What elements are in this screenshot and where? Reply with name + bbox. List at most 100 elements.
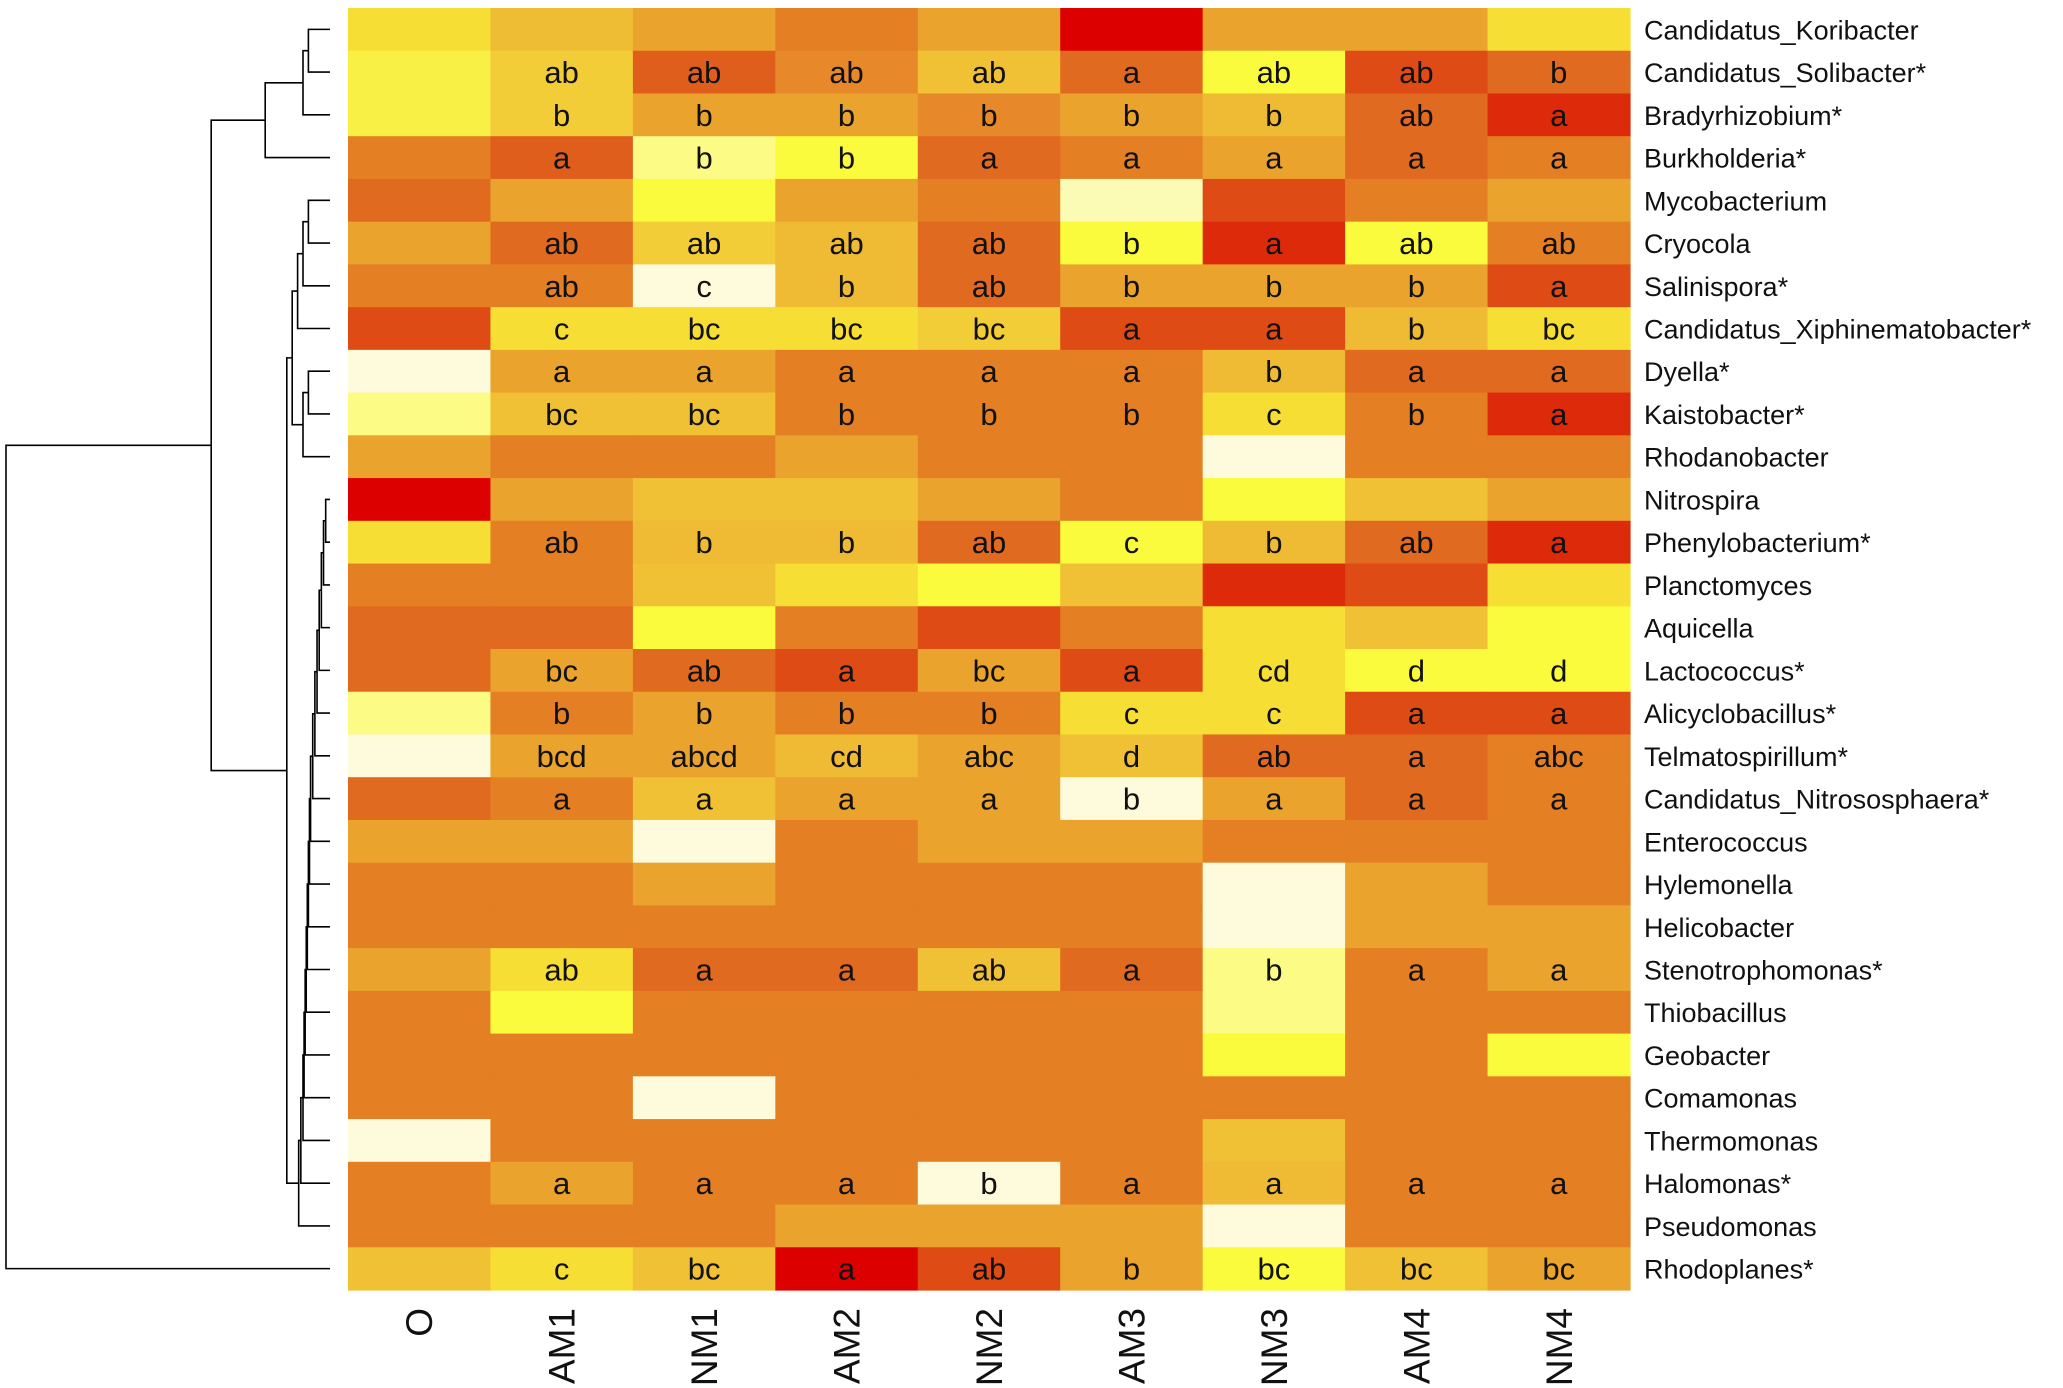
heatmap-cell <box>490 563 634 607</box>
heatmap-cell <box>632 862 776 906</box>
heatmap-cell <box>775 948 919 992</box>
heatmap-cell <box>1487 948 1631 992</box>
row-label: Kaistobacter* <box>1644 400 1805 430</box>
heatmap-cell <box>917 221 1061 265</box>
heatmap-cell <box>490 990 634 1035</box>
significance-letter: bc <box>545 653 578 688</box>
heatmap-cell <box>1345 563 1489 607</box>
heatmap-cell <box>1345 948 1489 992</box>
heatmap-cell <box>1202 435 1346 479</box>
significance-letter: ab <box>972 226 1006 261</box>
heatmap-cell <box>632 649 776 693</box>
heatmap-cell <box>775 777 919 821</box>
heatmap-cell <box>1345 93 1489 137</box>
heatmap-cell <box>348 178 492 223</box>
significance-letter: a <box>1408 953 1426 988</box>
heatmap-cell <box>1202 1247 1346 1291</box>
significance-letter: a <box>1408 354 1426 389</box>
significance-letter: ab <box>1399 55 1433 90</box>
significance-letter: a <box>1408 1166 1426 1201</box>
heatmap-cell <box>775 520 919 565</box>
significance-letter: c <box>1266 397 1282 432</box>
significance-letter: ab <box>687 653 721 688</box>
heatmap-cell <box>348 734 492 778</box>
heatmap-cell <box>775 349 919 394</box>
heatmap-cell <box>1202 93 1346 137</box>
significance-letter: a <box>695 354 713 389</box>
significance-letter: b <box>1123 269 1140 304</box>
significance-letter: cd <box>1258 653 1291 688</box>
column-label: O <box>399 1308 440 1337</box>
significance-letter: b <box>980 696 997 731</box>
heatmap-cell <box>1345 178 1489 223</box>
heatmap-cell <box>490 734 634 778</box>
heatmap-cell <box>775 93 919 137</box>
heatmap-cell <box>348 221 492 265</box>
significance-letter: bc <box>973 653 1006 688</box>
heatmap-cell <box>632 990 776 1035</box>
heatmap-cell <box>632 307 776 351</box>
heatmap-cell <box>1060 136 1204 180</box>
heatmap-cell <box>348 478 492 522</box>
row-label: Nitrospira <box>1644 485 1761 515</box>
significance-letter: a <box>1265 312 1283 347</box>
significance-letter: b <box>1265 354 1282 389</box>
heatmap-cell <box>1487 1161 1631 1206</box>
row-label: Geobacter <box>1644 1041 1770 1071</box>
heatmap-cell <box>775 1119 919 1163</box>
row-label: Candidatus_Koribacter <box>1644 15 1919 45</box>
row-labels: Candidatus_Koribacter Candidatus_Solibact… <box>1644 15 2032 1284</box>
heatmap-cell <box>1060 563 1204 607</box>
heatmap-cell <box>1345 1161 1489 1206</box>
significance-letter: b <box>1123 397 1140 432</box>
heatmap-cell <box>348 8 492 52</box>
significance-letter: a <box>838 953 856 988</box>
significance-letter: ab <box>829 55 863 90</box>
heatmap-cell <box>490 1119 634 1163</box>
heatmap-cell <box>917 307 1061 351</box>
row-label: Hylemonella <box>1644 870 1794 900</box>
heatmap-cell <box>348 50 492 95</box>
significance-letter: a <box>980 354 998 389</box>
significance-letter: ab <box>687 226 721 261</box>
heatmap-cell <box>775 649 919 693</box>
heatmap-cell <box>348 392 492 436</box>
heatmap-cell <box>775 990 919 1035</box>
heatmap-cell <box>1202 905 1346 949</box>
heatmap-cell <box>917 819 1061 864</box>
significance-letter: ab <box>544 953 578 988</box>
row-label: Thiobacillus <box>1644 998 1787 1028</box>
heatmap-cell <box>917 990 1061 1035</box>
heatmap-cell <box>1487 819 1631 864</box>
heatmap-cell <box>1060 178 1204 223</box>
heatmap-cell <box>632 606 776 650</box>
significance-letter: b <box>1550 55 1567 90</box>
significance-letter: a <box>1550 696 1568 731</box>
heatmap-cell <box>632 563 776 607</box>
heatmap-cell <box>917 349 1061 394</box>
column-labels: O AM1 NM1 AM2 NM2 AM3 NM3 AM4 NM4 <box>399 1308 1580 1386</box>
dendrogram-branch <box>286 357 299 1184</box>
significance-letter: b <box>1265 269 1282 304</box>
heatmap-cell <box>1060 734 1204 778</box>
heatmap-cell <box>1060 905 1204 949</box>
row-label: Phenylobacterium* <box>1644 528 1871 558</box>
heatmap-cell <box>632 520 776 565</box>
heatmap-cell <box>1487 50 1631 95</box>
heatmap-cell <box>1202 691 1346 736</box>
heatmap-cell <box>632 734 776 778</box>
significance-letter: a <box>1123 55 1141 90</box>
heatmap-cell <box>348 905 492 949</box>
significance-letter: a <box>838 1252 856 1287</box>
significance-letter: ab <box>829 226 863 261</box>
significance-letter: b <box>553 696 570 731</box>
heatmap-cell <box>1060 990 1204 1035</box>
heatmap-cell <box>1345 8 1489 52</box>
heatmap-cell <box>917 264 1061 308</box>
heatmap-cell <box>1487 691 1631 736</box>
heatmap-cell <box>1487 136 1631 180</box>
heatmap-cell <box>775 606 919 650</box>
significance-letter: c <box>554 312 570 347</box>
heatmap-cell <box>1345 478 1489 522</box>
heatmap-cell <box>1202 178 1346 223</box>
